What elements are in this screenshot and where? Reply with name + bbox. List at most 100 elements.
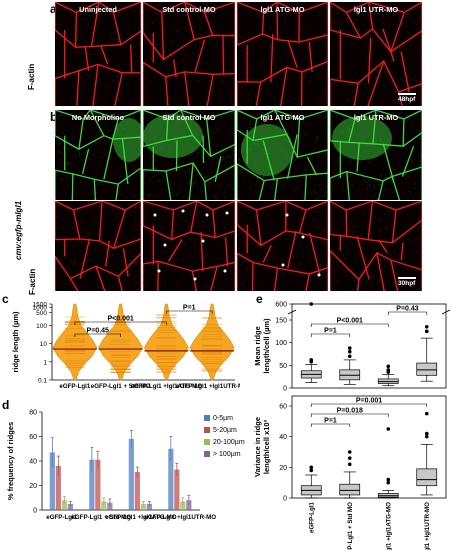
membrane-vertical [105, 240, 110, 267]
actin-ridge [145, 232, 150, 236]
x-tick-label: eGFP-Lgl1 + Std MO [91, 383, 151, 390]
actin-ridge [299, 152, 303, 156]
column-header-a-2: Std control-MO [162, 5, 216, 14]
actin-ridge [215, 30, 217, 35]
actin-ridge [81, 203, 84, 207]
micrograph-svg [330, 2, 422, 106]
actin-ridge [237, 99, 240, 102]
actin-ridge [294, 102, 297, 106]
actin-ridge [289, 86, 294, 90]
membrane-vertical [76, 70, 80, 106]
membrane-vertical [69, 278, 79, 291]
actin-ridge [279, 32, 284, 35]
y-tick-label: 1000 [33, 305, 48, 312]
annotation-p3-label: P=1 [183, 305, 196, 312]
y-tick-label: 0 [33, 508, 37, 515]
membrane-horizontal [330, 28, 422, 53]
actin-ridge [174, 140, 177, 142]
membrane-vertical [122, 248, 129, 277]
actin-ridge [272, 252, 275, 254]
actin-ridge [290, 114, 293, 116]
membrane-vertical [258, 180, 265, 200]
membrane-vertical [103, 135, 115, 180]
column-header-a-3: lgl1 ATG-MO [260, 5, 305, 14]
micrograph-svg [330, 110, 422, 200]
actin-ridge [179, 92, 182, 95]
actin-ridge [148, 249, 151, 252]
y-tick-label: 1 [43, 359, 47, 366]
membrane-lines [55, 110, 141, 200]
membrane-vertical [166, 118, 169, 141]
actin-ridge [84, 45, 88, 47]
actin-ridge [204, 2, 208, 4]
bottom-outlier [347, 450, 352, 454]
actin-ridge [335, 279, 338, 284]
actin-ridge [58, 135, 61, 138]
actin-ridge [196, 10, 201, 13]
actin-ridge [74, 110, 76, 111]
bar-520m [95, 459, 101, 510]
membrane-vertical [262, 245, 272, 263]
actin-ridge [347, 30, 352, 35]
actin-ridge [364, 256, 367, 259]
actin-ridge [404, 226, 407, 228]
actin-ridge [102, 114, 106, 119]
membrane-vertical [81, 149, 90, 175]
actin-ridge [319, 214, 323, 217]
y-tick-label: 0 [283, 386, 287, 393]
actin-ridge [219, 288, 223, 291]
actin-ridge [289, 37, 293, 39]
membrane-vertical [190, 201, 198, 233]
actin-ridge [194, 32, 198, 35]
bottom-outlier [386, 427, 391, 431]
membrane-vertical [255, 209, 262, 246]
actin-ridge [410, 78, 414, 81]
actin-ridge [59, 98, 62, 102]
membrane-vertical [175, 140, 178, 172]
actin-ridge [256, 13, 261, 18]
membrane-vertical [391, 209, 397, 243]
actin-ridge [353, 255, 358, 259]
actin-ridge [310, 177, 312, 180]
x-tick-label: eGFP-Lgl1 +lgl1ATG-MO [131, 383, 203, 390]
actin-ridge [240, 218, 243, 221]
membrane-vertical [382, 143, 395, 182]
top-outlier [347, 354, 352, 359]
top-outlier [309, 358, 314, 362]
actin-ridge [417, 36, 419, 37]
actin-ridge [379, 217, 382, 222]
actin-ridge [63, 287, 67, 289]
actin-ridge [418, 53, 421, 56]
actin-ridge [314, 197, 317, 200]
actin-ridge [194, 181, 197, 184]
actin-ridge [391, 85, 395, 88]
annotation-p2-label: P<0.001 [107, 316, 133, 323]
actin-ridge [227, 183, 231, 186]
membrane-vertical [114, 72, 123, 106]
bar-05m [89, 459, 95, 510]
membrane-vertical [93, 179, 97, 200]
violin-body [189, 303, 235, 381]
actin-ridge [380, 229, 383, 234]
actin-ridge [215, 170, 217, 173]
actin-ridge [380, 141, 384, 144]
axis-break-mark [441, 309, 451, 315]
actin-ridge [418, 236, 421, 240]
actin-ridge [239, 85, 245, 89]
actin-ridge [110, 157, 114, 160]
membrane-vertical [402, 118, 405, 147]
actin-ridge [333, 145, 336, 148]
membrane-vertical [184, 2, 195, 40]
membrane-vertical [298, 209, 307, 234]
actin-ridge [153, 166, 157, 170]
actin-ridge [179, 151, 182, 155]
actin-ridge [323, 114, 326, 119]
actin-ridge [154, 152, 156, 154]
actin-ridge [349, 290, 351, 291]
actin-ridge [365, 57, 368, 61]
legend-swatch [204, 451, 210, 457]
actin-ridge [194, 245, 198, 250]
bottom-annotation-p2-label: P=0.018 [337, 408, 363, 415]
marker-dot [153, 213, 157, 217]
actin-ridge [112, 207, 115, 212]
